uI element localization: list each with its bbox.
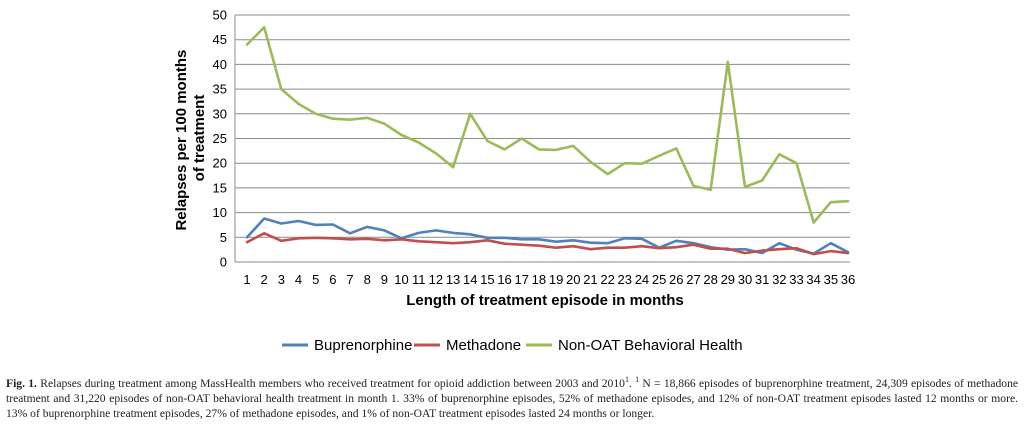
- x-tick-label: 9: [381, 272, 388, 287]
- y-tick-label: 15: [213, 180, 227, 195]
- x-tick-label: 12: [429, 272, 443, 287]
- x-tick-label: 26: [669, 272, 683, 287]
- x-tick-label: 22: [600, 272, 614, 287]
- x-tick-label: 2: [261, 272, 268, 287]
- x-tick-label: 27: [686, 272, 700, 287]
- y-tick-labels: 0 5 10 15 20 25 30 35 40 45 50: [213, 8, 227, 270]
- x-tick-label: 35: [824, 272, 838, 287]
- y-tick-label: 45: [213, 32, 227, 47]
- x-tick-label: 17: [515, 272, 529, 287]
- y-tick-label: 5: [220, 230, 227, 245]
- x-tick-label: 28: [703, 272, 717, 287]
- figure-caption: Fig. 1. Relapses during treatment among …: [6, 376, 1018, 421]
- y-tick-label: 10: [213, 205, 227, 220]
- x-tick-label: 11: [412, 272, 426, 287]
- x-tick-label: 15: [480, 272, 494, 287]
- x-tick-label: 23: [618, 272, 632, 287]
- legend-label-3: Non-OAT Behavioral Health: [558, 337, 743, 354]
- x-tick-label: 32: [772, 272, 786, 287]
- x-tick-label: 34: [806, 272, 820, 287]
- x-tick-label: 4: [295, 272, 302, 287]
- x-tick-label: 1: [243, 272, 250, 287]
- y-tick-label: 50: [213, 8, 227, 23]
- x-tick-labels: 1 2 3 4 5 6 7 8 9 10 11 12 13 14 15 16 17 18 19 20 21 22 23 24 2…: [243, 272, 855, 287]
- y-axis-title-line-1: Relapses per 100 months: [173, 50, 190, 231]
- series-line-1: [245, 217, 850, 255]
- y-axis-title: Relapses per 100 months of treatment: [173, 45, 208, 230]
- x-tick-label: 31: [755, 272, 769, 287]
- x-tick-label: 3: [278, 272, 285, 287]
- series-line-2: [245, 232, 850, 256]
- x-tick-label: 20: [566, 272, 580, 287]
- x-tick-label: 13: [446, 272, 460, 287]
- caption-text-3: N = 18,866 episodes of buprenorphine tre…: [6, 377, 1019, 420]
- x-tick-label: 30: [738, 272, 752, 287]
- caption-text-2: .: [628, 377, 636, 390]
- x-tick-label: 5: [312, 272, 319, 287]
- caption-label: Fig. 1.: [6, 377, 37, 390]
- x-tick-label: 7: [346, 272, 353, 287]
- x-tick-label: 29: [721, 272, 735, 287]
- series-lines: [245, 25, 850, 256]
- y-tick-label: 25: [213, 131, 227, 146]
- x-tick-label: 8: [364, 272, 371, 287]
- axis-titles: Relapses per 100 months of treatment Len…: [173, 45, 684, 309]
- y-tick-label: 30: [213, 106, 227, 121]
- series-line-3: [245, 25, 850, 224]
- x-tick-label: 14: [463, 272, 477, 287]
- y-tick-label: 20: [213, 156, 227, 171]
- x-tick-label: 10: [394, 272, 408, 287]
- x-tick-label: 24: [635, 272, 649, 287]
- legend-label-1: Buprenorphine: [314, 337, 412, 354]
- y-tick-label: 35: [213, 82, 227, 97]
- gridlines: [235, 14, 850, 238]
- y-axis-title-line-2: of treatment: [191, 95, 208, 182]
- x-axis-title: Length of treatment episode in months: [406, 292, 684, 309]
- x-tick-label: 36: [841, 272, 855, 287]
- x-tick-label: 25: [652, 272, 666, 287]
- x-tick-label: 16: [497, 272, 511, 287]
- legend: Buprenorphine Methadone Non-OAT Behavioral…: [282, 337, 743, 354]
- y-tick-label: 0: [220, 255, 227, 270]
- y-tick-label: 40: [213, 57, 227, 72]
- x-tick-label: 33: [789, 272, 803, 287]
- x-tick-label: 19: [549, 272, 563, 287]
- caption-sup-1: 1: [624, 375, 629, 385]
- x-tick-label: 21: [583, 272, 597, 287]
- caption-text-1: Relapses during treatment among MassHeal…: [40, 377, 625, 390]
- x-tick-label: 6: [329, 272, 336, 287]
- legend-label-2: Methadone: [446, 337, 521, 354]
- x-tick-label: 18: [532, 272, 546, 287]
- axes: [234, 15, 850, 263]
- caption-sup-2: 1: [635, 375, 640, 385]
